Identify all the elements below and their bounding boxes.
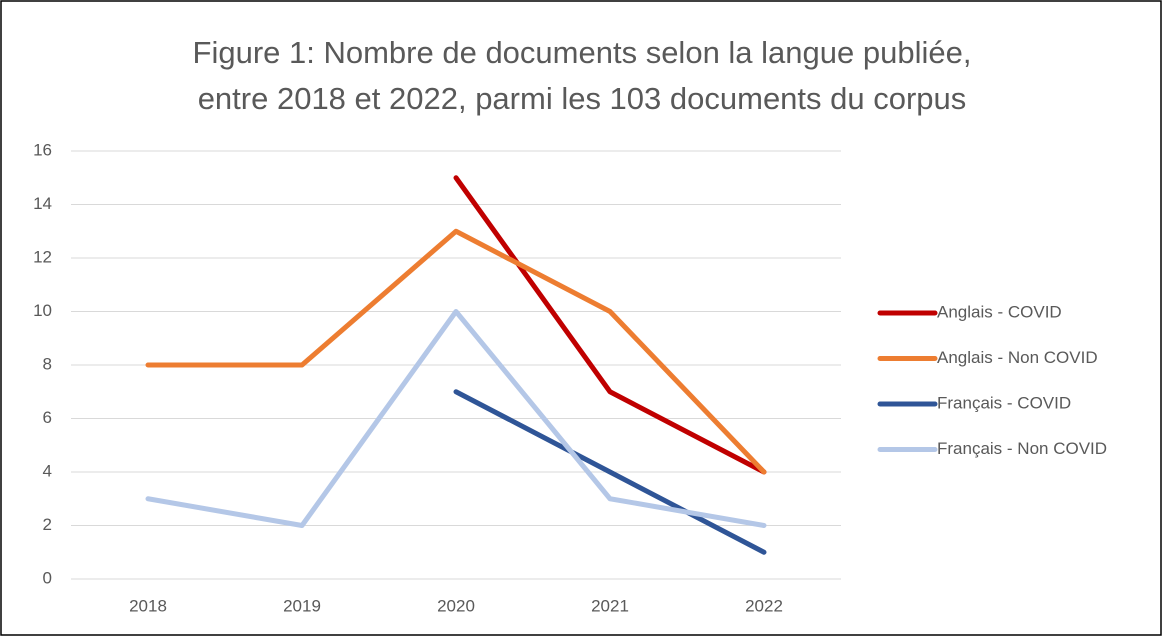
y-tick-label: 8 [43,354,52,373]
x-tick-label: 2021 [591,596,629,615]
series-line [145,228,767,475]
x-tick-label: 2018 [129,596,167,615]
y-tick-label: 12 [33,247,52,266]
y-tick-label: 4 [43,461,52,480]
y-tick-label: 0 [43,568,52,587]
chart-title: entre 2018 et 2022, parmi les 103 docume… [198,81,967,116]
series-line [453,175,767,475]
series-line [145,309,767,528]
y-tick-label: 16 [33,140,52,159]
x-tick-label: 2020 [437,596,475,615]
y-tick-label: 10 [33,301,52,320]
chart-title: Figure 1: Nombre de documents selon la l… [193,35,972,70]
y-tick-label: 14 [33,194,52,213]
x-tick-label: 2022 [745,596,783,615]
x-tick-label: 2019 [283,596,321,615]
y-tick-label: 6 [43,408,52,427]
y-tick-label: 2 [43,515,52,534]
legend-label: Français - Non COVID [937,439,1107,458]
legend-label: Anglais - Non COVID [937,348,1098,367]
legend-label: Français - COVID [937,393,1071,412]
legend-label: Anglais - COVID [937,302,1062,321]
series-line [453,389,767,555]
